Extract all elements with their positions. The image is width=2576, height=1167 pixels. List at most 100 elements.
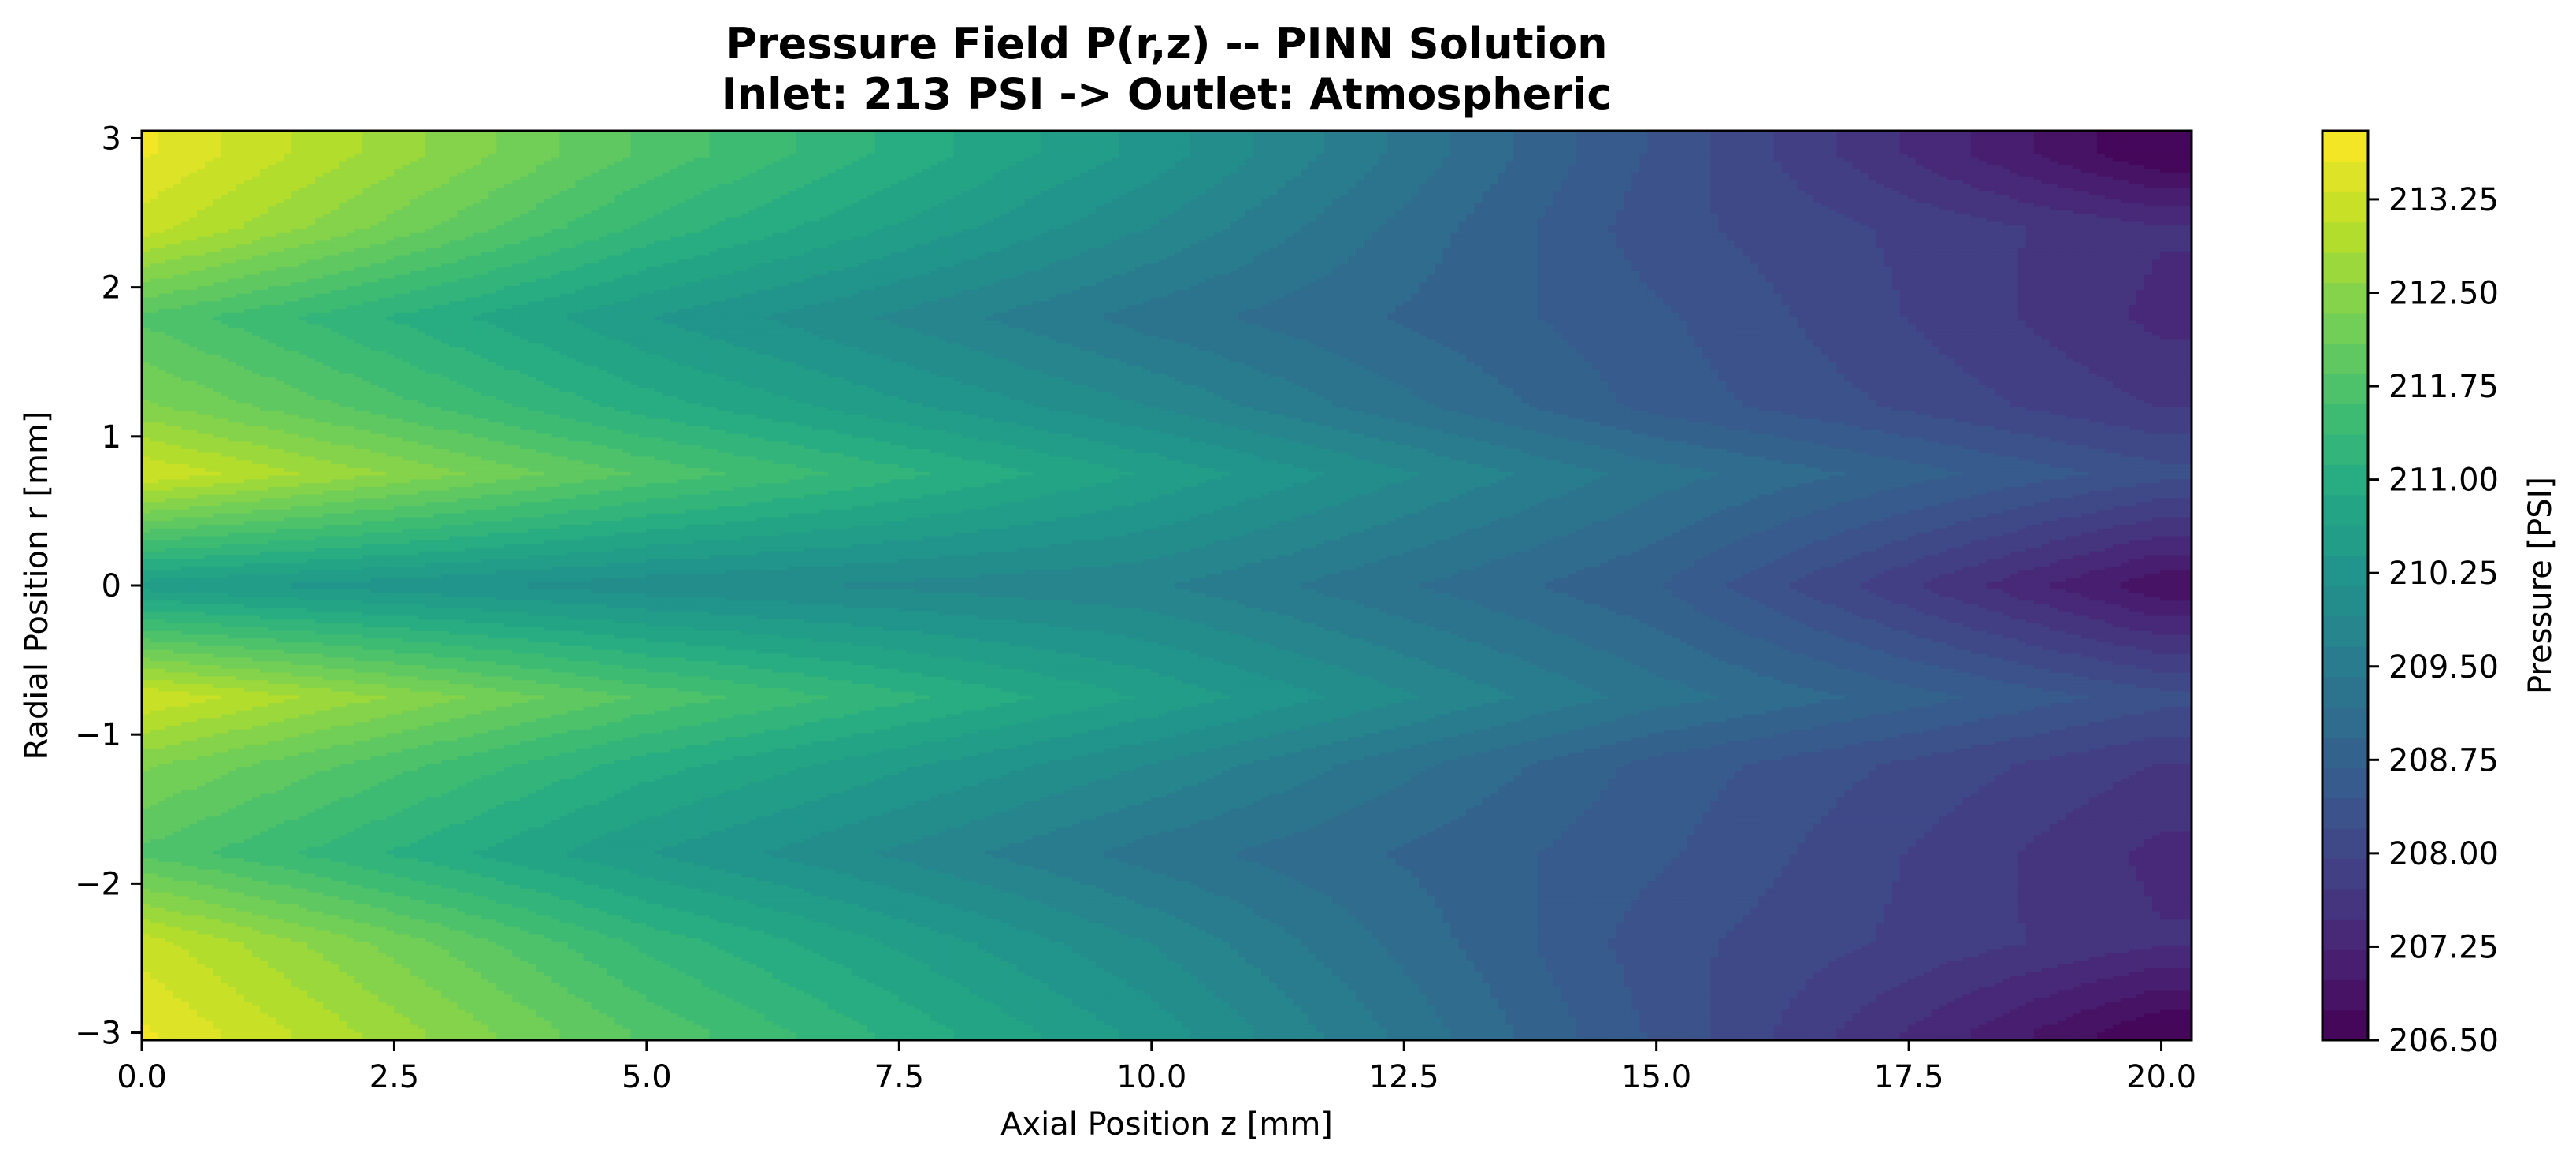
field-cell	[378, 135, 387, 139]
field-cell	[781, 135, 789, 139]
field-cell	[1379, 154, 1388, 158]
field-cell	[1521, 146, 1530, 151]
field-cell	[268, 139, 277, 143]
field-cell	[158, 154, 166, 158]
field-cell	[781, 154, 789, 158]
field-cell	[1608, 135, 1616, 139]
field-cell	[883, 158, 892, 162]
field-cell	[599, 150, 607, 154]
field-cell	[315, 139, 324, 143]
field-cell	[1616, 154, 1624, 158]
field-cell	[875, 135, 884, 139]
field-cell	[1853, 154, 1861, 158]
field-cell	[1719, 161, 1728, 165]
field-cell	[1230, 135, 1238, 139]
field-cell	[2010, 135, 2019, 139]
field-cell	[339, 161, 347, 165]
field-cell	[1466, 150, 1475, 154]
field-cell	[433, 154, 442, 158]
field-cell	[2034, 150, 2043, 154]
field-cell	[1127, 146, 1136, 151]
field-cell	[213, 142, 221, 147]
field-cell	[828, 150, 837, 154]
field-cell	[2003, 135, 2011, 139]
field-cell	[1230, 161, 1238, 165]
field-cell	[323, 135, 332, 139]
field-cell	[1774, 142, 1783, 147]
field-cell	[2129, 146, 2137, 151]
field-cell	[765, 146, 774, 151]
field-cell	[1293, 139, 1301, 143]
field-cell	[1427, 154, 1435, 158]
field-cell	[1876, 142, 1885, 147]
field-cell	[1080, 154, 1089, 158]
field-cell	[1324, 161, 1333, 165]
field-cell	[1987, 142, 1995, 147]
field-cell	[599, 161, 607, 165]
field-cell	[2058, 161, 2066, 165]
field-cell	[1711, 150, 1720, 154]
field-cell	[433, 146, 442, 151]
field-cell	[1033, 146, 1041, 151]
field-cell	[1979, 146, 1988, 151]
field-cell	[276, 161, 284, 165]
field-cell	[1529, 150, 1538, 154]
field-cell	[1908, 150, 1917, 154]
field-cell	[433, 150, 442, 154]
field-cell	[1939, 154, 1948, 158]
field-cell	[1663, 142, 1672, 147]
field-cell	[938, 135, 947, 139]
field-cell	[907, 142, 915, 147]
field-cell	[1285, 150, 1294, 154]
field-cell	[1198, 142, 1207, 147]
field-cell	[236, 150, 245, 154]
field-cell	[457, 146, 466, 151]
field-cell	[765, 142, 774, 147]
field-cell	[1624, 158, 1632, 162]
field-cell	[1285, 142, 1294, 147]
field-cell	[1537, 154, 1546, 158]
field-cell	[1206, 146, 1215, 151]
field-cell	[1490, 150, 1498, 154]
field-cell	[2160, 158, 2169, 162]
field-cell	[1782, 150, 1791, 154]
field-cell	[1442, 142, 1451, 147]
field-cell	[1924, 146, 1932, 151]
field-cell	[1647, 135, 1656, 139]
field-cell	[1600, 158, 1609, 162]
field-cell	[536, 146, 544, 151]
field-cell	[1947, 150, 1956, 154]
field-cell	[867, 158, 876, 162]
field-cell	[189, 161, 198, 165]
field-cell	[663, 139, 671, 143]
field-cell	[1529, 135, 1538, 139]
field-cell	[1348, 146, 1357, 151]
field-cell	[710, 139, 718, 143]
field-cell	[1127, 135, 1136, 139]
field-cell	[1529, 158, 1538, 162]
field-cell	[496, 142, 505, 147]
field-cell	[622, 150, 631, 154]
field-cell	[2144, 154, 2153, 158]
field-cell	[1631, 142, 1640, 147]
field-cell	[1624, 142, 1632, 147]
field-cell	[1743, 150, 1751, 154]
field-cell	[386, 135, 395, 139]
field-cell	[1293, 158, 1301, 162]
field-cell	[394, 161, 403, 165]
field-cell	[2097, 154, 2106, 158]
field-cell	[1900, 146, 1909, 151]
field-cell	[1182, 146, 1191, 151]
field-cell	[978, 158, 986, 162]
field-cell	[260, 135, 269, 139]
field-cell	[362, 135, 371, 139]
field-cell	[1238, 150, 1246, 154]
field-cell	[1987, 154, 1995, 158]
field-cell	[1758, 154, 1767, 158]
field-cell	[551, 161, 560, 165]
field-cell	[1435, 135, 1443, 139]
field-cell	[1553, 154, 1561, 158]
field-cell	[1719, 142, 1728, 147]
field-cell	[544, 158, 552, 162]
field-cell	[1719, 135, 1728, 139]
